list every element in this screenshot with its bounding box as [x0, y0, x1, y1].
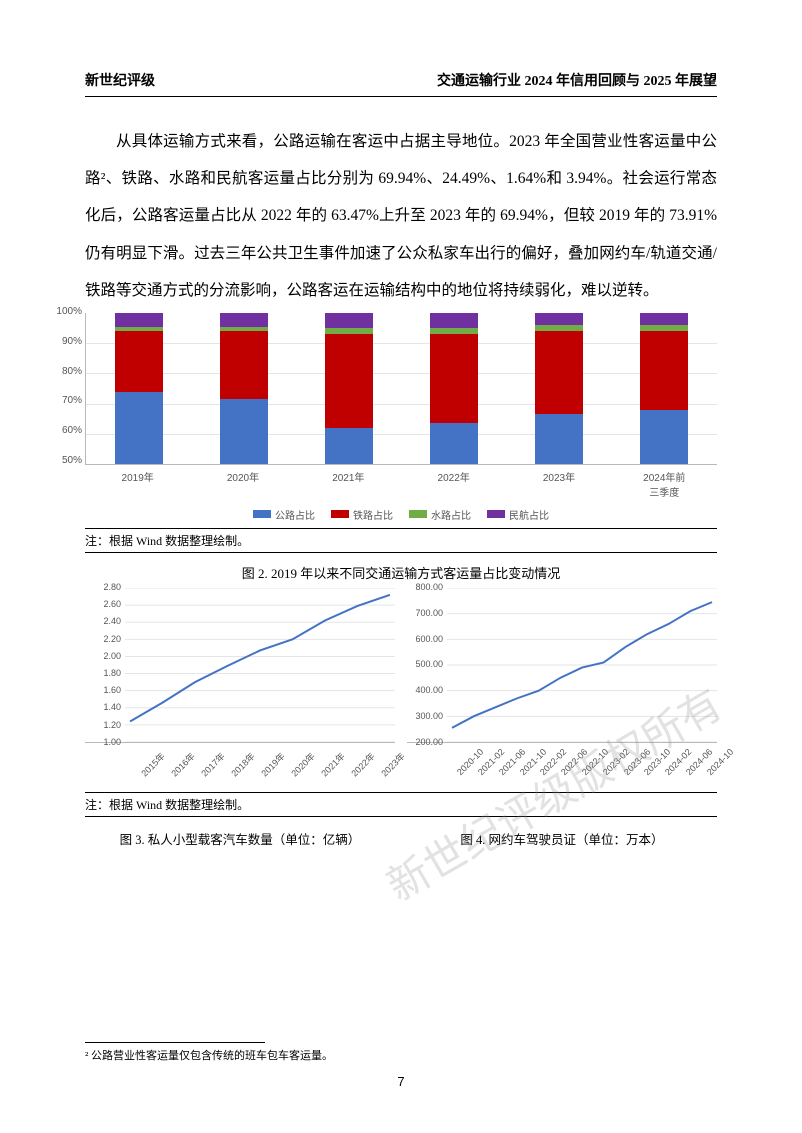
body-paragraph: 从具体运输方式来看，公路运输在客运中占据主导地位。2023 年全国营业性客运量中… — [85, 123, 717, 309]
line-chart-left: 2.802.602.402.202.001.801.601.401.201.00… — [85, 588, 395, 758]
caption-left: 图 3. 私人小型载客汽车数量（单位：亿辆） — [85, 829, 395, 848]
line-chart-right: 800.00700.00600.00500.00400.00300.00200.… — [407, 588, 717, 758]
chart1-y-axis: 100%90%80%70%60%50% — [48, 306, 82, 466]
page-number: 7 — [0, 1074, 802, 1089]
chart1-legend: 公路占比铁路占比水路占比民航占比 — [85, 507, 717, 522]
stacked-bar-chart: 100%90%80%70%60%50% 2019年2020年2021年2022年… — [85, 313, 717, 522]
chart1-x-axis: 2019年2020年2021年2022年2023年2024年前三季度 — [85, 469, 717, 499]
right-chart-x-axis: 2020-102021-022021-062021-102022-022022-… — [407, 745, 717, 755]
right-chart-y-axis: 800.00700.00600.00500.00400.00300.00200.… — [407, 582, 443, 747]
footnote: ² 公路营业性客运量仅包含传统的班车包车客运量。 — [85, 1047, 333, 1063]
header-right: 交通运输行业 2024 年信用回顾与 2025 年展望 — [437, 70, 717, 90]
chart1-bars — [86, 313, 717, 464]
caption-right: 图 4. 网约车驾驶员证（单位：万本） — [407, 829, 717, 848]
page-header: 新世纪评级 交通运输行业 2024 年信用回顾与 2025 年展望 — [85, 70, 717, 97]
chart1-note: 注：根据 Wind 数据整理绘制。 — [85, 528, 717, 553]
chart1-caption: 图 2. 2019 年以来不同交通运输方式客运量占比变动情况 — [85, 563, 717, 582]
footnote-separator — [85, 1042, 265, 1043]
chart34-note: 注：根据 Wind 数据整理绘制。 — [85, 792, 717, 817]
left-chart-y-axis: 2.802.602.402.202.001.801.601.401.201.00 — [85, 582, 121, 747]
left-chart-x-axis: 2015年2016年2017年2018年2019年2020年2021年2022年… — [85, 745, 395, 758]
header-left: 新世纪评级 — [85, 70, 155, 90]
